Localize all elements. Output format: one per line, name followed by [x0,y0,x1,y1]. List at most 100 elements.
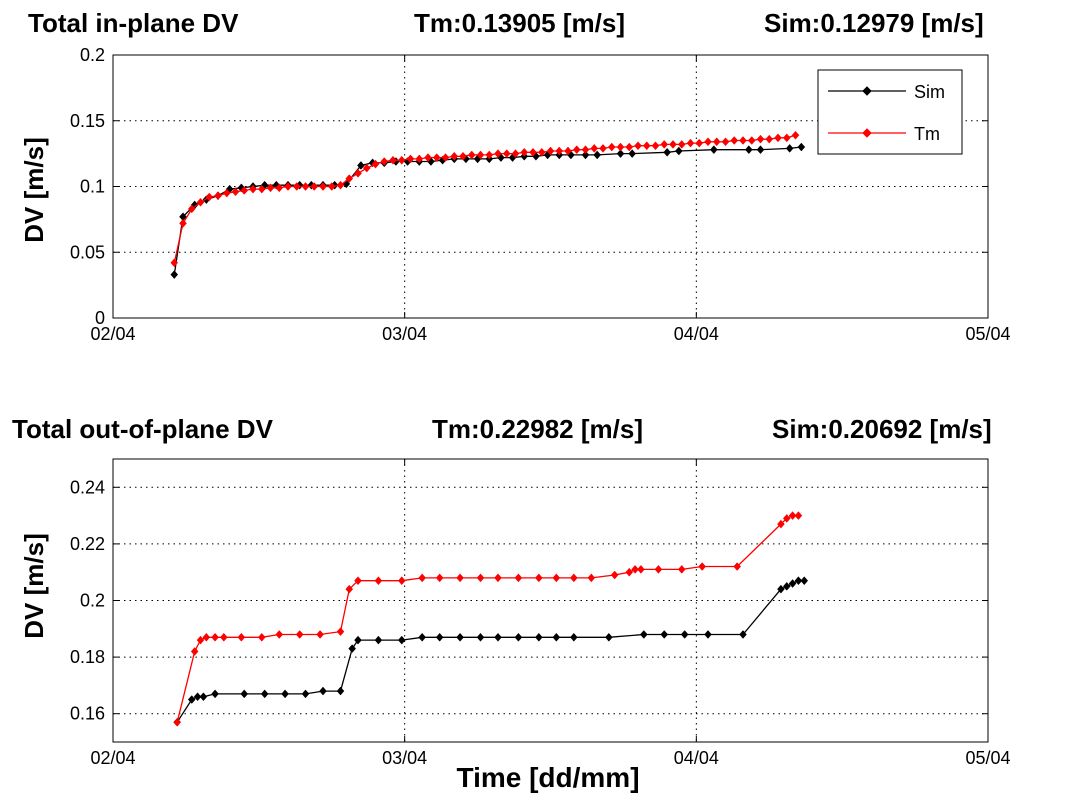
top-series-tm-point [187,204,196,214]
bottom-series-tm-point [237,632,246,642]
top-series-tm-point [581,145,590,155]
top-series-tm-point [756,134,765,144]
top-y-tick-label: 0.1 [80,177,105,197]
top-series-sim-point [581,150,590,160]
bottom-y-tick-label: 0.18 [70,647,105,667]
bottom-series-sim-point [301,689,310,699]
bottom-series-tm-point [476,573,485,583]
bottom-series-sim-point [260,689,269,699]
top-series-sim-point [797,142,806,152]
bottom-series-sim-point [456,632,464,642]
top-series-tm-point [301,182,310,191]
top-series-tm-point [336,180,345,190]
top-series-tm-point [345,174,354,183]
top-series-sim-point [675,146,683,156]
bottom-series-tm-point [316,630,324,639]
top-series-tm-point [441,153,450,162]
top-series-tm-point [310,182,319,191]
top-series-tm-point [196,197,205,207]
bottom-series-sim-point [374,635,383,645]
bottom-series-sim-point [336,686,345,696]
top-series-tm-point [494,149,502,159]
top-series-tm-point [467,150,476,160]
legend-box [817,69,963,155]
top-x-tick-label: 03/04 [382,324,427,344]
bottom-plot-frame [112,458,989,743]
top-x-tick-label: 05/04 [965,324,1010,344]
bottom-series-sim-point [476,632,485,642]
top-series-tm-point [432,153,441,162]
bottom-series-sim-point [240,689,249,699]
top-series-tm-point [642,141,651,151]
bottom-series-sim-point [794,576,803,586]
top-series-tm-point [459,151,467,161]
bottom-series-tm-point [637,564,645,574]
top-series-tm-point [511,149,520,159]
bottom-series-tm-point [354,576,362,586]
top-series-tm-point [555,146,564,156]
top-series-tm-point [590,143,599,153]
legend: Sim Tm [817,69,963,155]
top-title-tm: Tm:0.13905 [m/s] [414,8,625,38]
bottom-series-tm-point [456,573,464,583]
bottom-series-tm-point [397,576,406,586]
bottom-series-tm-point [173,717,181,727]
top-series-tm-point [529,147,537,157]
top-series-tm-point [739,136,747,145]
bottom-series-sim-point [435,632,444,642]
bottom-title-main: Total out-of-plane DV [12,414,274,444]
top-series-tm-point [730,136,739,145]
bottom-y-tick-label: 0.2 [80,591,105,611]
out-of-plane-axes: 02/04 03/04 04/04 05/04 0.16 0.18 0.2 0.22 0.24 [70,458,1011,768]
top-series-tm-point [704,137,712,147]
top-series-tm-point [450,151,459,161]
bottom-series-tm-point [788,511,797,520]
top-series-tm-point [607,142,616,152]
top-title-main: Total in-plane DV [28,8,239,38]
bottom-series-sim-point [514,632,523,642]
top-series-sim-point [170,270,179,279]
bottom-series-sim-point [680,630,689,639]
bottom-series-tm-point [196,635,205,645]
bottom-series-sim-point [418,632,426,642]
top-series-sim-point [785,143,794,153]
top-series-tm-point [424,153,432,162]
top-x-tick-label: 02/04 [90,324,135,344]
bottom-series-tm-point [610,570,619,580]
top-title-sim: Sim:0.12979 [m/s] [764,8,984,38]
top-series-tm-point [284,182,292,191]
bottom-series-sim-point [193,692,202,702]
top-series-tm-point [782,133,791,143]
bottom-x-tick-label: 04/04 [674,748,719,768]
bottom-series-sim-point [704,630,712,639]
top-series-sim-point [357,161,365,170]
top-series-tm-point [266,183,275,193]
bottom-x-tick-label: 02/04 [90,748,135,768]
bottom-series-tm-point [336,627,345,637]
top-series-sim-point [663,147,671,157]
bottom-series-sim-point [552,632,561,642]
top-y-tick-label: 0.2 [80,45,105,65]
bottom-series-tm-point [418,573,426,583]
bottom-series-sim-point [782,581,791,591]
legend-tm-marker [862,128,872,138]
top-series-tm-point [660,140,669,149]
bottom-x-tick-label: 03/04 [382,748,427,768]
top-series-tm-point [774,133,782,143]
bottom-y-tick-label: 0.24 [70,477,105,497]
top-series-tm-point [205,192,214,202]
top-series-tm-point [362,163,371,173]
top-series-tm-point [485,150,494,160]
bottom-series-tm-point [211,632,219,642]
bottom-series-tm-point [494,573,502,583]
bottom-title: Total out-of-plane DV Tm:0.22982 [m/s] S… [12,414,992,444]
bottom-y-tick-label: 0.16 [70,704,105,724]
bottom-series-tm-point [654,564,663,574]
bottom-series-sim-point [535,632,543,642]
top-series-tm-point [669,140,677,149]
bottom-series-tm-point [374,576,383,586]
bottom-series-tm-point [570,573,578,583]
top-series-tm-point [327,182,336,191]
bottom-series-tm-point [202,632,211,642]
